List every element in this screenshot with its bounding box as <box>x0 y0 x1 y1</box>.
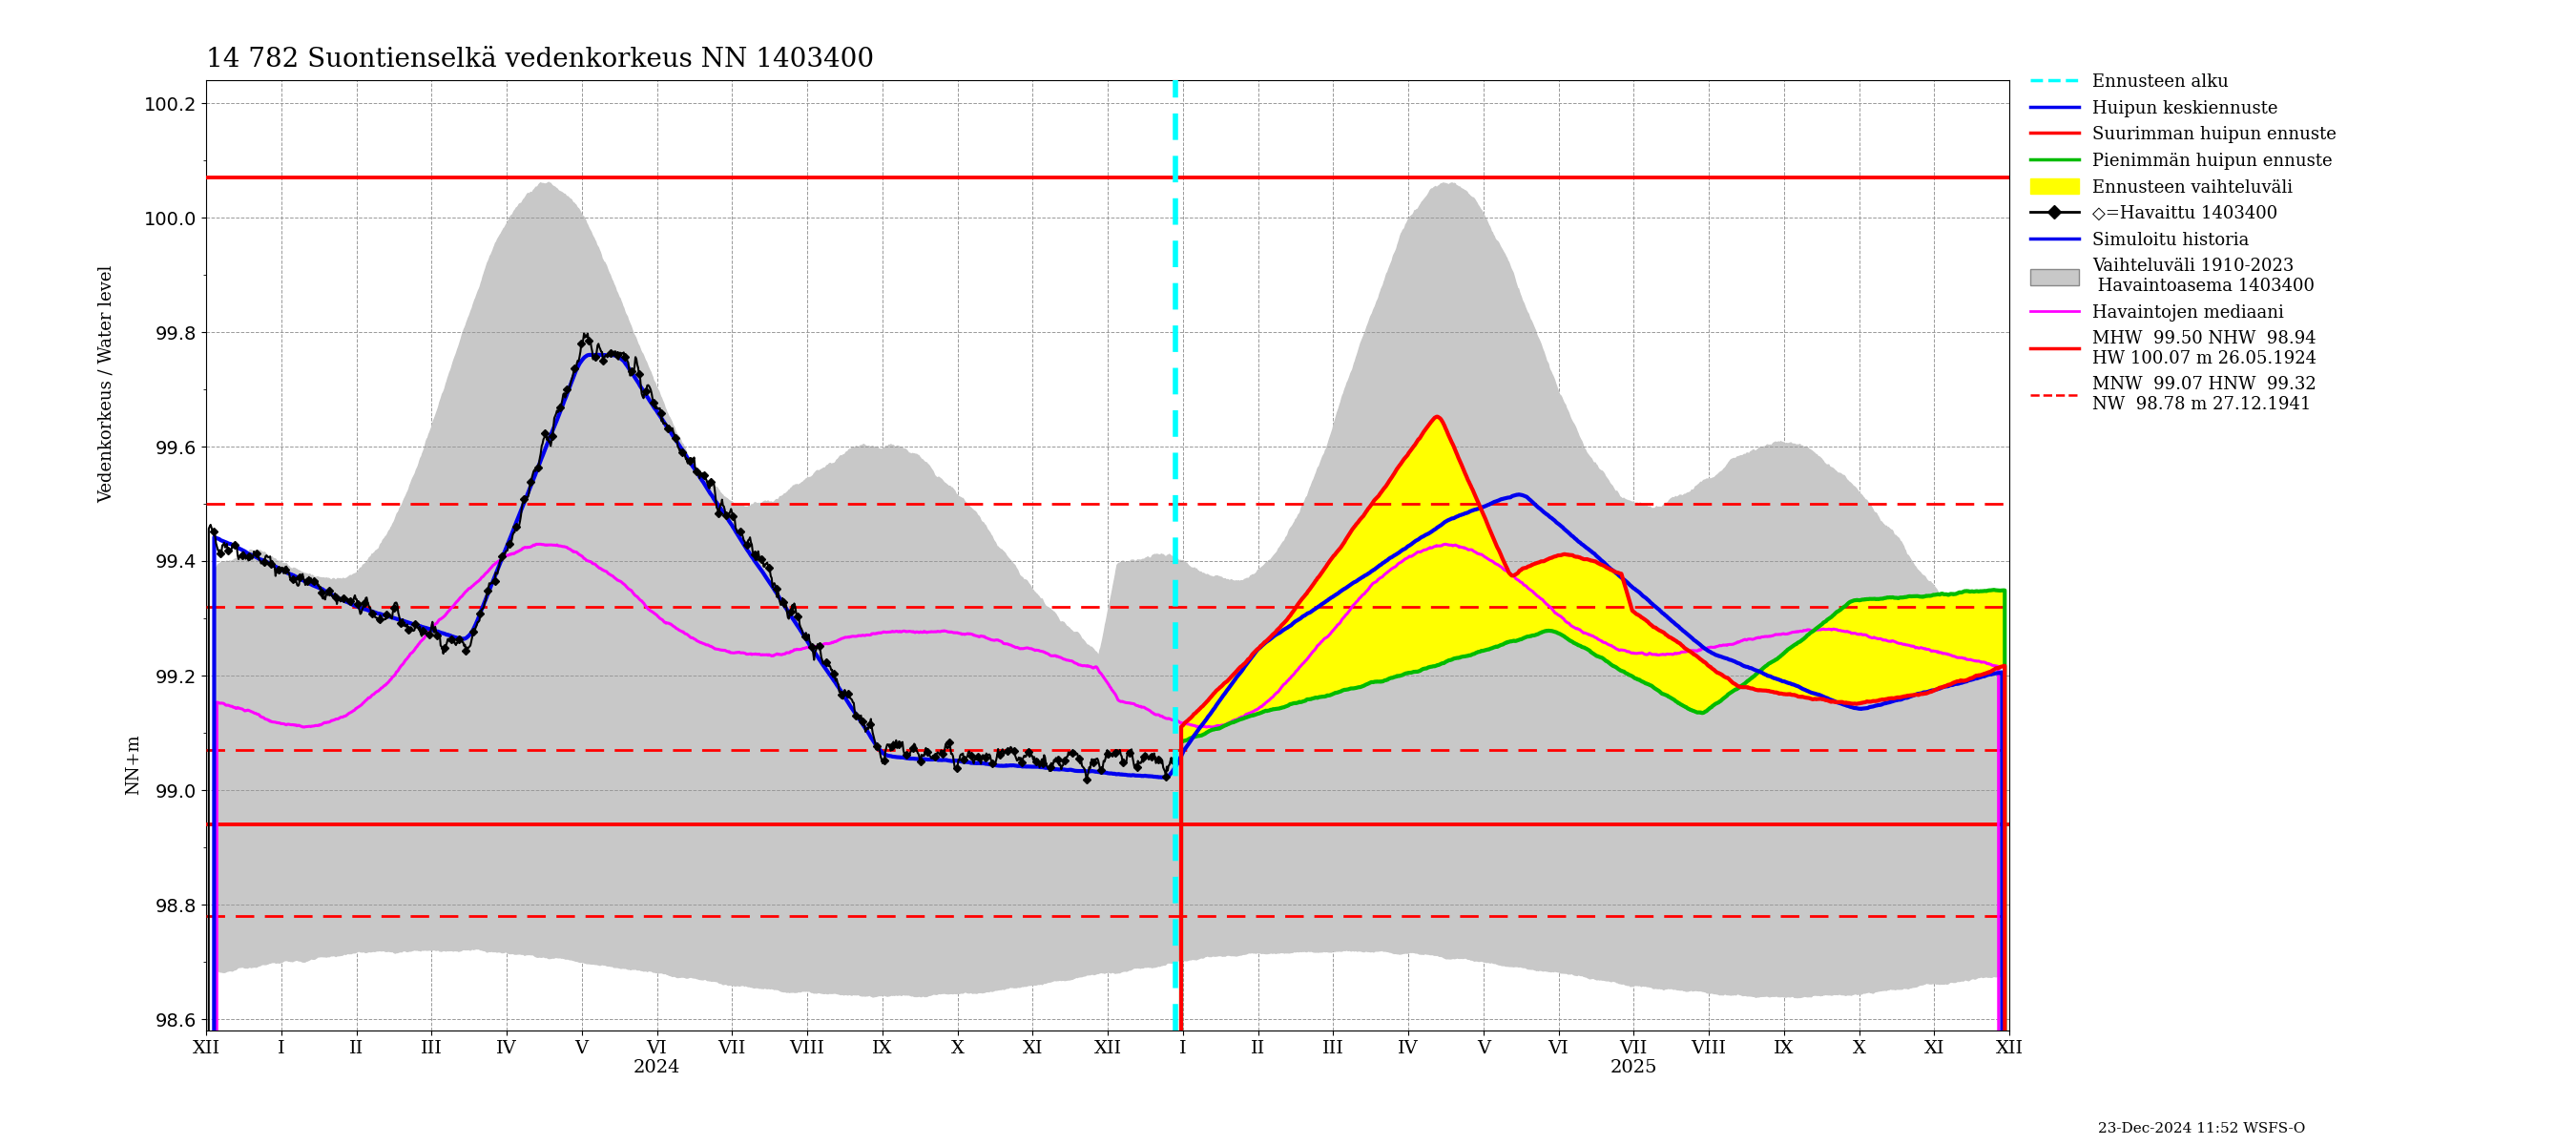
Text: 23-Dec-2024 11:52 WSFS-O: 23-Dec-2024 11:52 WSFS-O <box>2097 1122 2306 1136</box>
Text: 14 782 Suontienselkä vedenkorkeus NN 1403400: 14 782 Suontienselkä vedenkorkeus NN 140… <box>206 47 873 72</box>
Text: 2024: 2024 <box>634 1059 680 1076</box>
Legend: Ennusteen alku, Huipun keskiennuste, Suurimman huipun ennuste, Pienimmän huipun : Ennusteen alku, Huipun keskiennuste, Suu… <box>2027 70 2339 417</box>
Text: Vedenkorkeus / Water level: Vedenkorkeus / Water level <box>98 266 116 504</box>
Text: 2025: 2025 <box>1610 1059 1656 1076</box>
Text: NN+m: NN+m <box>126 734 142 795</box>
